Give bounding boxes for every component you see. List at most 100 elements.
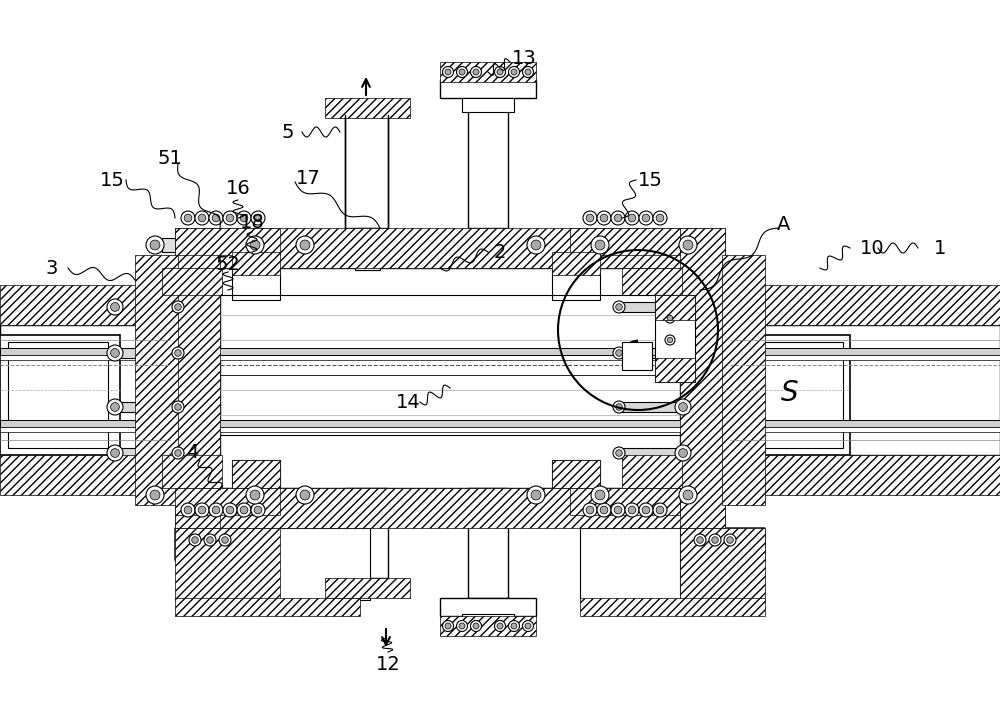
Circle shape (198, 506, 206, 514)
Bar (162, 455, 222, 488)
Circle shape (683, 490, 693, 500)
Circle shape (471, 620, 482, 632)
Circle shape (172, 301, 184, 313)
Circle shape (209, 503, 223, 517)
Circle shape (175, 450, 181, 456)
Circle shape (597, 211, 611, 225)
Circle shape (724, 534, 736, 546)
Circle shape (456, 67, 468, 77)
Circle shape (727, 537, 733, 543)
Circle shape (240, 214, 248, 222)
Bar (175, 228, 280, 255)
Circle shape (709, 534, 721, 546)
Bar (0, 420, 730, 427)
Text: 15: 15 (100, 171, 124, 189)
Circle shape (212, 214, 220, 222)
Circle shape (639, 211, 653, 225)
Circle shape (107, 345, 123, 361)
Circle shape (591, 236, 609, 254)
Circle shape (107, 299, 123, 315)
Circle shape (296, 236, 314, 254)
Bar (622, 342, 652, 370)
Circle shape (656, 214, 664, 222)
Bar (120, 302, 175, 312)
Bar (232, 252, 280, 300)
Circle shape (611, 211, 625, 225)
Circle shape (697, 537, 703, 543)
Text: 4: 4 (186, 442, 198, 462)
Text: 12: 12 (376, 655, 400, 673)
Circle shape (111, 348, 119, 357)
Circle shape (442, 67, 454, 77)
Text: 3: 3 (46, 259, 58, 277)
Bar (162, 238, 298, 252)
Bar (462, 98, 514, 112)
Circle shape (172, 401, 184, 413)
Circle shape (111, 449, 119, 457)
Circle shape (473, 69, 479, 75)
Circle shape (525, 69, 531, 75)
Bar (730, 455, 1000, 495)
Bar (162, 268, 222, 295)
Circle shape (625, 211, 639, 225)
Bar (542, 238, 680, 252)
Circle shape (613, 401, 625, 413)
Text: 13: 13 (512, 49, 536, 67)
Text: 1: 1 (934, 239, 946, 257)
Bar (345, 488, 388, 578)
Circle shape (459, 69, 465, 75)
Circle shape (614, 506, 622, 514)
Bar (232, 460, 280, 488)
Circle shape (665, 313, 675, 323)
Bar (260, 528, 370, 600)
Circle shape (639, 503, 653, 517)
Circle shape (494, 67, 506, 77)
Circle shape (679, 236, 697, 254)
Circle shape (667, 337, 673, 343)
Circle shape (611, 503, 625, 517)
Text: A: A (777, 214, 791, 234)
Circle shape (219, 534, 231, 546)
Circle shape (246, 236, 264, 254)
Bar (655, 295, 695, 382)
Circle shape (445, 623, 451, 629)
Bar (552, 252, 600, 275)
Circle shape (625, 503, 639, 517)
Bar (622, 402, 680, 412)
Bar (175, 488, 280, 515)
Bar (440, 616, 536, 636)
Circle shape (494, 620, 506, 632)
Circle shape (531, 240, 541, 250)
Circle shape (251, 211, 265, 225)
Circle shape (613, 347, 625, 359)
Circle shape (591, 486, 609, 504)
Bar (722, 255, 765, 505)
Bar (552, 460, 600, 488)
Bar (175, 228, 725, 268)
Circle shape (146, 236, 164, 254)
Bar (730, 348, 1000, 355)
Bar (622, 348, 680, 358)
Circle shape (209, 211, 223, 225)
Bar (0, 325, 170, 455)
Bar (0, 427, 730, 432)
Circle shape (497, 623, 503, 629)
Text: 18: 18 (240, 212, 264, 232)
Circle shape (175, 304, 181, 310)
Circle shape (583, 503, 597, 517)
Bar (622, 448, 680, 458)
Circle shape (189, 534, 201, 546)
Circle shape (595, 240, 605, 250)
Circle shape (254, 506, 262, 514)
Circle shape (511, 69, 517, 75)
Bar (232, 252, 280, 275)
Circle shape (246, 486, 264, 504)
Bar (440, 598, 536, 616)
Circle shape (184, 214, 192, 222)
Circle shape (222, 537, 228, 543)
Bar (655, 295, 695, 320)
Circle shape (251, 503, 265, 517)
Bar (120, 348, 175, 358)
Bar (0, 285, 170, 325)
Bar (440, 62, 536, 82)
